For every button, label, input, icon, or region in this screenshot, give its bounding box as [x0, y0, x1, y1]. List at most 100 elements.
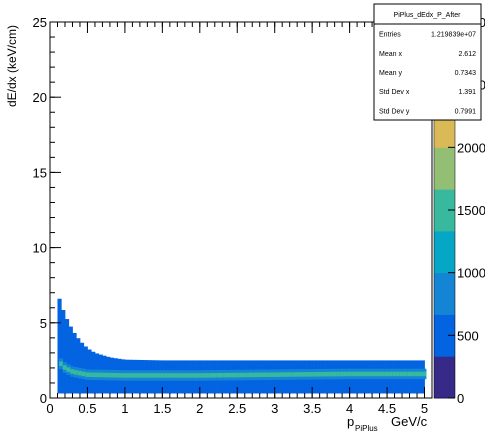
heatmap-cell — [62, 365, 67, 370]
heatmap-cell — [407, 371, 412, 377]
colorbar-segment — [434, 272, 455, 315]
heatmap-cell — [373, 371, 378, 377]
heatmap-cell — [171, 373, 176, 378]
heatmap-cell — [61, 310, 66, 394]
heatmap-cell — [238, 372, 243, 378]
stats-box-title: PiPlus_dEdx_P_After — [394, 12, 462, 19]
heatmap-cell — [411, 371, 416, 377]
heatmap-cell — [276, 372, 281, 377]
heatmap-cell — [216, 372, 221, 378]
stats-row-label: Mean x — [379, 51, 402, 58]
heatmap-cell — [253, 372, 258, 378]
heatmap-cell — [227, 372, 232, 378]
heatmap-cell — [212, 373, 217, 378]
stats-row-value: 0.7343 — [455, 70, 477, 77]
heatmap-cell — [332, 371, 337, 377]
heatmap-cell — [76, 338, 81, 394]
stats-row-value: 1.391 — [458, 89, 476, 96]
heatmap-cell — [321, 371, 326, 377]
heatmap-cell — [167, 373, 172, 378]
heatmap-cell — [122, 373, 127, 378]
heatmap-cell — [347, 371, 352, 377]
heatmap-cell — [73, 370, 79, 375]
heatmap-cell — [186, 373, 191, 378]
heatmap-cell — [126, 373, 131, 378]
heatmap-cell — [160, 373, 165, 378]
heatmap-cell — [414, 371, 419, 377]
heatmap-cell — [201, 373, 206, 378]
x-tick-label: 3.5 — [303, 401, 321, 416]
heatmap-cell — [309, 372, 315, 377]
y-tick-label: 10 — [33, 241, 47, 256]
heatmap-cell — [287, 372, 292, 377]
heatmap-cell — [178, 373, 183, 378]
colorbar-segment — [434, 356, 455, 399]
heatmap-cell — [418, 371, 423, 377]
stats-row-label: Entries — [379, 32, 401, 39]
heatmap-cell — [220, 372, 225, 378]
heatmap-cell — [208, 373, 213, 378]
heatmap-cell — [130, 373, 135, 378]
y-tick-label: 20 — [33, 90, 47, 105]
heatmap-cell — [88, 372, 94, 378]
colorbar-segment — [434, 230, 455, 274]
heatmap-cell — [193, 373, 198, 378]
heatmap-cell — [182, 373, 187, 378]
heatmap-cell — [246, 372, 251, 378]
colorbar-tick-label: 2000 — [457, 140, 485, 155]
x-tick-label: 2.5 — [228, 401, 246, 416]
heatmap-cell — [328, 371, 333, 377]
heatmap-cell — [118, 373, 124, 378]
heatmap-cell — [343, 371, 348, 377]
heatmap-cell — [57, 298, 62, 394]
y-tick-label: 25 — [33, 15, 47, 30]
stats-row-label: Mean y — [379, 70, 402, 77]
stats-row-label: Std Dev y — [379, 108, 410, 115]
heatmap-cell — [264, 372, 270, 378]
colorbar-segment — [434, 189, 455, 232]
heatmap-cell — [268, 372, 273, 377]
heatmap-cell — [64, 319, 70, 394]
heatmap-cell — [81, 371, 86, 377]
heatmap-cell — [422, 371, 427, 377]
heatmap-cell — [68, 326, 73, 394]
heatmap-cell — [336, 371, 341, 377]
heatmap-cell — [141, 373, 146, 378]
stats-box: PiPlus_dEdx_P_After Entries 1.219839e+07 M… — [373, 3, 482, 121]
heatmap-cell — [115, 373, 120, 378]
heatmap-layer — [57, 298, 427, 394]
x-tick-label: 4.5 — [378, 401, 396, 416]
heatmap-cell — [96, 372, 101, 378]
stats-row-value: 0.7991 — [455, 108, 477, 115]
heatmap-cell — [306, 372, 311, 377]
heatmap-cell — [396, 371, 401, 377]
heatmap-cell — [242, 372, 247, 378]
stats-row-value: 1.219839e+07 — [431, 32, 476, 39]
y-tick-label: 5 — [40, 316, 47, 331]
colorbar-tick-label: 0 — [457, 391, 464, 406]
colorbar-tick-label: 1000 — [457, 266, 485, 281]
heatmap-cell — [313, 372, 318, 377]
heatmap-cell — [72, 332, 77, 394]
heatmap-cell — [388, 371, 393, 377]
colorbar-tick-label: 1500 — [457, 203, 485, 218]
heatmap-cell — [235, 372, 240, 378]
heatmap-cell — [111, 372, 116, 378]
x-tick-label: 1 — [121, 401, 128, 416]
heatmap-cell — [79, 342, 85, 394]
axes-layer: 0 0.5 1 1.5 2 2.5 3 3.5 4 4.5 5 0 5 10 15 20 25 — [33, 15, 433, 416]
x-tick-label: 3 — [271, 401, 278, 416]
x-tick-label: 2 — [196, 401, 203, 416]
heatmap-cell — [384, 371, 389, 377]
heatmap-cell — [381, 371, 386, 377]
heatmap-cell — [77, 370, 82, 376]
x-tick-label: 0 — [46, 401, 53, 416]
heatmap-cell — [392, 371, 397, 377]
heatmap-cell — [137, 373, 142, 378]
heatmap-cell — [351, 371, 356, 377]
heatmap-cell — [317, 371, 322, 377]
heatmap-cell — [272, 372, 277, 377]
heatmap-cell — [205, 373, 210, 378]
stats-box-frame — [373, 3, 482, 121]
heatmap-cell — [403, 371, 408, 377]
